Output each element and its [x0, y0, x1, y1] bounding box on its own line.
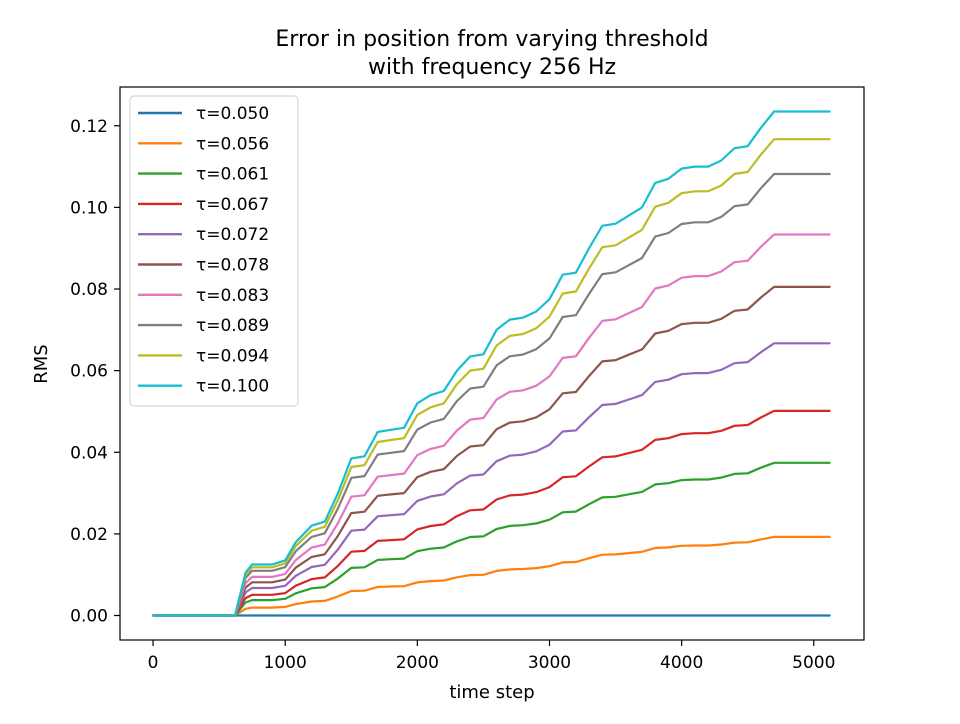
legend-label-9: τ=0.100 — [196, 377, 269, 397]
series-lines — [151, 110, 831, 617]
legend-label-5: τ=0.078 — [196, 256, 269, 276]
x-tick-label: 2000 — [396, 653, 439, 673]
x-tick-label: 0 — [148, 653, 159, 673]
series-line-1 — [151, 535, 831, 617]
series-line-6 — [151, 233, 831, 617]
legend-label-2: τ=0.061 — [196, 165, 269, 185]
plot-frame — [119, 86, 865, 641]
y-tick-label: 0.00 — [70, 607, 108, 627]
series-line-9 — [151, 110, 831, 617]
series-line-2 — [151, 461, 831, 617]
y-tick-label: 0.08 — [70, 280, 108, 300]
x-axis: 0 1000 2000 3000 4000 5000 — [148, 640, 835, 673]
y-tick-label: 0.06 — [70, 362, 108, 382]
legend-label-1: τ=0.056 — [196, 134, 269, 154]
series-line-7 — [151, 172, 831, 617]
x-tick-label: 3000 — [528, 653, 571, 673]
legend-label-7: τ=0.089 — [196, 316, 269, 336]
x-tick-label: 5000 — [792, 653, 835, 673]
series-line-8 — [151, 138, 831, 617]
legend-label-4: τ=0.072 — [196, 225, 269, 245]
x-axis-label: time step — [449, 682, 534, 703]
legend: τ=0.050 τ=0.056 τ=0.061 τ=0.067 τ=0.072 τ=0.0… — [129, 95, 299, 407]
y-tick-label: 0.04 — [70, 443, 108, 463]
y-axis: 0.00 0.02 0.04 0.06 0.08 0.10 0.12 — [70, 117, 120, 627]
series-line-4 — [151, 342, 831, 617]
chart-title-line1: Error in position from varying threshold — [275, 27, 708, 52]
series-line-5 — [151, 285, 831, 617]
x-tick-label: 1000 — [264, 653, 307, 673]
y-tick-label: 0.12 — [70, 117, 108, 137]
legend-label-6: τ=0.083 — [196, 286, 269, 306]
chart-title-line2: with frequency 256 Hz — [368, 55, 616, 80]
legend-label-0: τ=0.050 — [196, 104, 269, 124]
series-line-3 — [151, 409, 831, 617]
y-tick-label: 0.02 — [70, 525, 108, 545]
legend-label-8: τ=0.094 — [196, 346, 269, 366]
y-tick-label: 0.10 — [70, 198, 108, 218]
legend-label-3: τ=0.067 — [196, 195, 269, 215]
x-tick-label: 4000 — [660, 653, 703, 673]
y-axis-label: RMS — [31, 344, 52, 383]
